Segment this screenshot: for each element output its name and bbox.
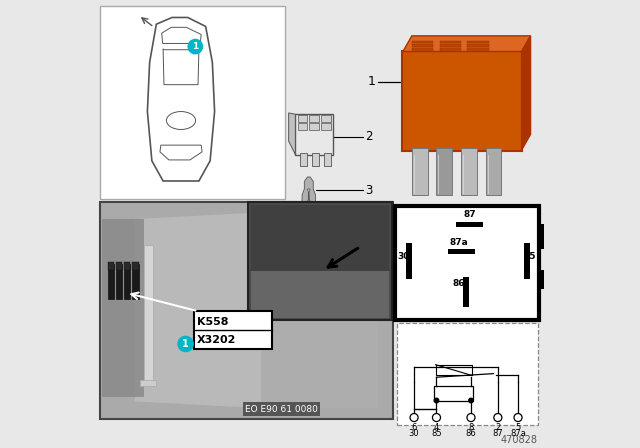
- Text: K558: K558: [197, 317, 228, 327]
- Polygon shape: [162, 27, 201, 43]
- Text: EO E90 61 0080: EO E90 61 0080: [245, 405, 318, 414]
- Bar: [100, 202, 393, 419]
- Circle shape: [494, 414, 502, 422]
- Bar: [251, 271, 389, 318]
- Text: 6: 6: [412, 423, 417, 432]
- Ellipse shape: [166, 112, 196, 129]
- Bar: [486, 148, 502, 195]
- Bar: [524, 243, 530, 279]
- Bar: [412, 44, 433, 47]
- Text: 8: 8: [468, 423, 474, 432]
- Bar: [539, 224, 550, 250]
- Bar: [440, 44, 461, 47]
- Circle shape: [468, 398, 473, 403]
- Text: 4: 4: [434, 423, 439, 432]
- Bar: [116, 262, 122, 270]
- Text: 85: 85: [431, 429, 442, 438]
- Bar: [384, 270, 396, 289]
- Polygon shape: [102, 219, 143, 397]
- Bar: [309, 115, 319, 122]
- Bar: [194, 311, 272, 349]
- Bar: [321, 115, 331, 122]
- Bar: [108, 262, 115, 270]
- Text: 87a: 87a: [510, 429, 526, 438]
- Bar: [440, 48, 461, 51]
- Polygon shape: [160, 145, 202, 160]
- Bar: [312, 153, 319, 166]
- Text: 30: 30: [397, 252, 410, 261]
- Bar: [140, 379, 156, 386]
- Polygon shape: [289, 113, 296, 155]
- Text: 2: 2: [365, 130, 372, 143]
- Circle shape: [178, 336, 193, 352]
- Polygon shape: [522, 36, 531, 150]
- Text: 30: 30: [409, 429, 419, 438]
- Polygon shape: [135, 212, 261, 408]
- Bar: [435, 386, 473, 401]
- Bar: [100, 6, 285, 199]
- Circle shape: [435, 398, 439, 403]
- Circle shape: [188, 39, 202, 54]
- Bar: [412, 48, 433, 51]
- Circle shape: [433, 414, 440, 422]
- Bar: [248, 202, 392, 320]
- Bar: [467, 44, 489, 47]
- Bar: [384, 224, 396, 250]
- Text: 1: 1: [368, 75, 376, 88]
- Text: 1: 1: [182, 339, 189, 349]
- Bar: [436, 148, 452, 195]
- Bar: [440, 41, 461, 43]
- Polygon shape: [436, 365, 472, 375]
- Bar: [406, 243, 412, 279]
- Bar: [296, 114, 333, 155]
- Bar: [300, 153, 307, 166]
- Bar: [124, 262, 131, 270]
- Bar: [321, 123, 331, 130]
- Text: 87a: 87a: [449, 238, 468, 247]
- Bar: [539, 270, 550, 289]
- Text: 1: 1: [192, 42, 198, 51]
- Text: 5: 5: [515, 423, 521, 432]
- Bar: [298, 115, 307, 122]
- Text: 87: 87: [463, 210, 476, 219]
- Polygon shape: [302, 177, 316, 202]
- Circle shape: [410, 414, 418, 422]
- Bar: [132, 262, 139, 270]
- Polygon shape: [163, 49, 199, 85]
- Circle shape: [514, 414, 522, 422]
- Bar: [456, 222, 483, 227]
- Bar: [132, 263, 139, 299]
- Text: 86: 86: [452, 279, 465, 288]
- Bar: [124, 263, 131, 299]
- Bar: [324, 153, 332, 166]
- Text: 3: 3: [365, 184, 372, 197]
- Bar: [116, 263, 122, 299]
- Text: 86: 86: [466, 429, 476, 438]
- Bar: [145, 245, 154, 386]
- Bar: [298, 123, 307, 130]
- Text: 470828: 470828: [500, 435, 538, 445]
- Bar: [461, 148, 477, 195]
- Circle shape: [467, 414, 475, 422]
- Bar: [463, 277, 469, 306]
- Text: 2: 2: [495, 423, 500, 432]
- Bar: [412, 148, 428, 195]
- Bar: [309, 123, 319, 130]
- Bar: [448, 250, 475, 254]
- Bar: [251, 205, 389, 271]
- Text: X3202: X3202: [197, 335, 237, 345]
- Bar: [396, 206, 539, 320]
- FancyBboxPatch shape: [402, 51, 522, 151]
- Bar: [412, 41, 433, 43]
- Polygon shape: [261, 212, 378, 408]
- Polygon shape: [147, 17, 214, 181]
- Bar: [467, 41, 489, 43]
- Text: 85: 85: [524, 252, 536, 261]
- Text: 87: 87: [493, 429, 503, 438]
- Bar: [397, 323, 538, 425]
- Polygon shape: [403, 36, 531, 52]
- Bar: [467, 48, 489, 51]
- Bar: [108, 263, 115, 299]
